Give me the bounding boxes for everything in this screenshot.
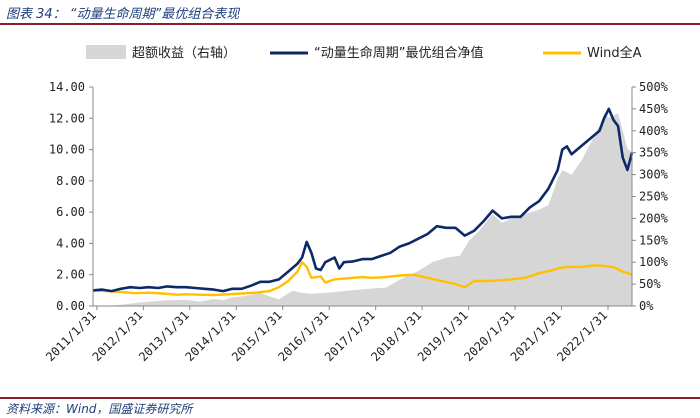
bottom-rule — [0, 397, 700, 399]
portfolio-nav-line — [92, 107, 634, 293]
right-tick-label: 400% — [639, 124, 669, 138]
legend-area-swatch — [86, 45, 126, 59]
right-tick-label: 100% — [639, 255, 669, 269]
right-tick-label: 500% — [639, 80, 669, 94]
right-tick-label: 250% — [639, 190, 669, 204]
right-tick-label: 150% — [639, 233, 669, 247]
right-tick-label: 0% — [639, 299, 654, 313]
chart-caption: 图表 34： “动量生命周期”最优组合表现 — [6, 7, 240, 22]
left-tick-label: 14.00 — [49, 80, 85, 94]
left-tick-label: 10.00 — [49, 143, 85, 157]
right-tick-label: 350% — [639, 146, 669, 160]
legend-label-portfolio: “动量生命周期”最优组合净值 — [314, 45, 483, 61]
left-tick-label: 2.00 — [56, 268, 85, 282]
chart: 0.00 2.00 4.00 6.00 8.00 10.00 12.00 14.00 0% 50%… — [43, 45, 669, 364]
left-tick-label: 4.00 — [56, 236, 85, 250]
left-tick-label: 6.00 — [56, 205, 85, 219]
title-bar: 图表 34： “动量生命周期”最优组合表现 — [0, 0, 700, 24]
wind-all-a-line — [92, 260, 633, 297]
excess-return-area — [93, 113, 632, 306]
right-tick-label: 450% — [639, 102, 669, 116]
x-tick-label: 2022/1/31 — [554, 308, 610, 364]
right-tick-label: 50% — [639, 277, 661, 291]
left-tick-label: 12.00 — [49, 111, 85, 125]
legend-label-excess: 超额收益（右轴） — [132, 46, 236, 61]
legend-label-index: Wind全A — [587, 45, 642, 61]
left-tick-label: 0.00 — [56, 299, 85, 313]
right-tick-label: 200% — [639, 211, 669, 225]
left-tick-label: 8.00 — [56, 174, 85, 188]
source-note: 资料来源：Wind，国盛证券研究所 — [6, 402, 193, 416]
top-rule — [0, 23, 700, 25]
right-tick-label: 300% — [639, 168, 669, 182]
